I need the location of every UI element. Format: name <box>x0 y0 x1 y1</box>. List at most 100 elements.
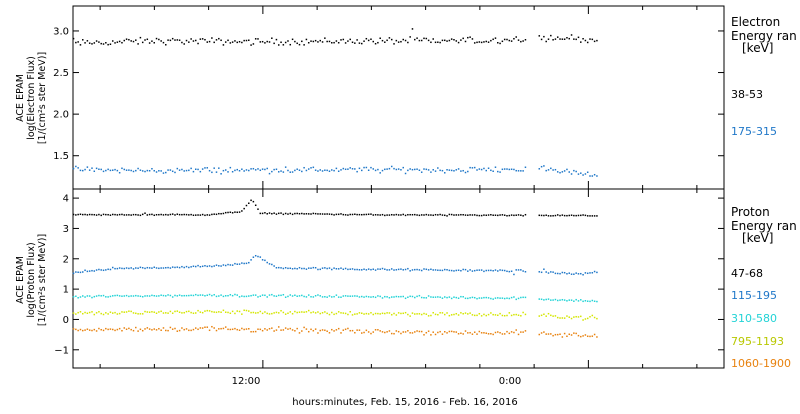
proton-point <box>407 213 409 216</box>
electron-point <box>307 168 310 170</box>
proton-point <box>497 214 499 217</box>
electron-point <box>552 39 554 41</box>
electron-point <box>437 167 439 169</box>
proton-point <box>416 313 418 315</box>
electron-point <box>524 39 527 41</box>
electron-point <box>123 39 126 42</box>
electron-point <box>86 40 89 42</box>
proton-point <box>72 213 75 216</box>
electron-point <box>395 39 398 42</box>
proton-point <box>144 310 146 313</box>
proton-point <box>238 296 241 298</box>
electron-point <box>515 36 517 38</box>
proton-point <box>109 214 112 216</box>
electron-y-ticks: 1.52.02.53.0 <box>53 26 724 162</box>
proton-point <box>303 267 305 270</box>
proton-point <box>441 214 444 216</box>
proton-point <box>167 329 169 332</box>
proton-point <box>520 214 522 216</box>
proton-point <box>589 300 591 303</box>
proton-point <box>340 332 342 334</box>
proton-point <box>497 331 499 333</box>
electron-point <box>155 37 158 40</box>
proton-point <box>563 271 566 274</box>
proton-point <box>144 328 146 330</box>
proton-point <box>552 271 554 273</box>
proton-point <box>204 295 206 297</box>
proton-point <box>593 333 596 336</box>
electron-point <box>218 37 220 40</box>
proton-point <box>155 267 158 269</box>
proton-point <box>289 294 292 296</box>
proton-point <box>577 334 580 337</box>
proton-point <box>464 312 467 314</box>
proton-point <box>284 212 287 215</box>
proton-point <box>497 314 499 317</box>
electron-point <box>324 37 326 39</box>
proton-point <box>75 295 77 297</box>
proton-point <box>499 297 501 299</box>
electron-point <box>580 41 582 43</box>
proton-point <box>220 311 222 313</box>
electron-point <box>158 38 160 41</box>
proton-point <box>409 315 411 317</box>
proton-point <box>356 213 358 216</box>
electron-point <box>100 42 102 45</box>
proton-point <box>349 213 351 216</box>
proton-point <box>178 329 181 332</box>
electron-point <box>568 171 570 173</box>
proton-point <box>234 262 236 265</box>
proton-point <box>444 331 446 333</box>
electron-point <box>79 44 82 46</box>
proton-point <box>570 317 573 320</box>
proton-point <box>95 312 98 314</box>
electron-point <box>490 169 492 172</box>
proton-point <box>137 330 139 332</box>
electron-point <box>446 40 448 42</box>
electron-point <box>312 166 315 169</box>
proton-point <box>414 268 416 271</box>
proton-point <box>169 213 172 216</box>
proton-point <box>148 267 151 269</box>
proton-point <box>303 311 305 313</box>
proton-point <box>222 327 225 330</box>
electron-point <box>462 169 464 172</box>
proton-point <box>589 215 591 217</box>
proton-point <box>321 267 324 269</box>
proton-point <box>577 316 580 318</box>
proton-point <box>573 300 575 302</box>
electron-legend-entry-1: 38-53 <box>731 88 763 101</box>
electron-ylabel-line-1: ACE EPAM <box>15 74 26 122</box>
electron-point <box>420 171 423 173</box>
electron-point <box>494 37 497 39</box>
proton-point <box>162 214 165 216</box>
proton-point <box>238 211 241 213</box>
proton-point <box>379 295 381 298</box>
proton-point <box>441 297 444 299</box>
proton-point <box>100 328 102 331</box>
proton-point <box>298 311 301 313</box>
proton-point <box>118 267 121 269</box>
electron-point <box>197 42 199 45</box>
electron-point <box>307 42 310 44</box>
proton-point <box>423 268 425 270</box>
proton-point <box>114 294 116 297</box>
electron-point <box>174 171 176 174</box>
electron-point <box>501 168 504 171</box>
proton-point <box>229 312 232 315</box>
electron-point <box>354 42 356 44</box>
proton-legend-entry-3: 310-580 <box>731 312 777 325</box>
proton-point <box>91 311 93 313</box>
proton-point <box>485 214 487 217</box>
proton-point <box>344 267 347 270</box>
proton-point <box>340 267 342 269</box>
proton-point <box>418 313 421 315</box>
electron-point <box>340 169 342 171</box>
proton-point <box>93 328 96 331</box>
proton-point <box>303 295 305 298</box>
proton-point <box>337 327 340 330</box>
proton-point <box>107 213 109 216</box>
electron-point <box>409 168 411 170</box>
electron-point <box>476 41 478 44</box>
